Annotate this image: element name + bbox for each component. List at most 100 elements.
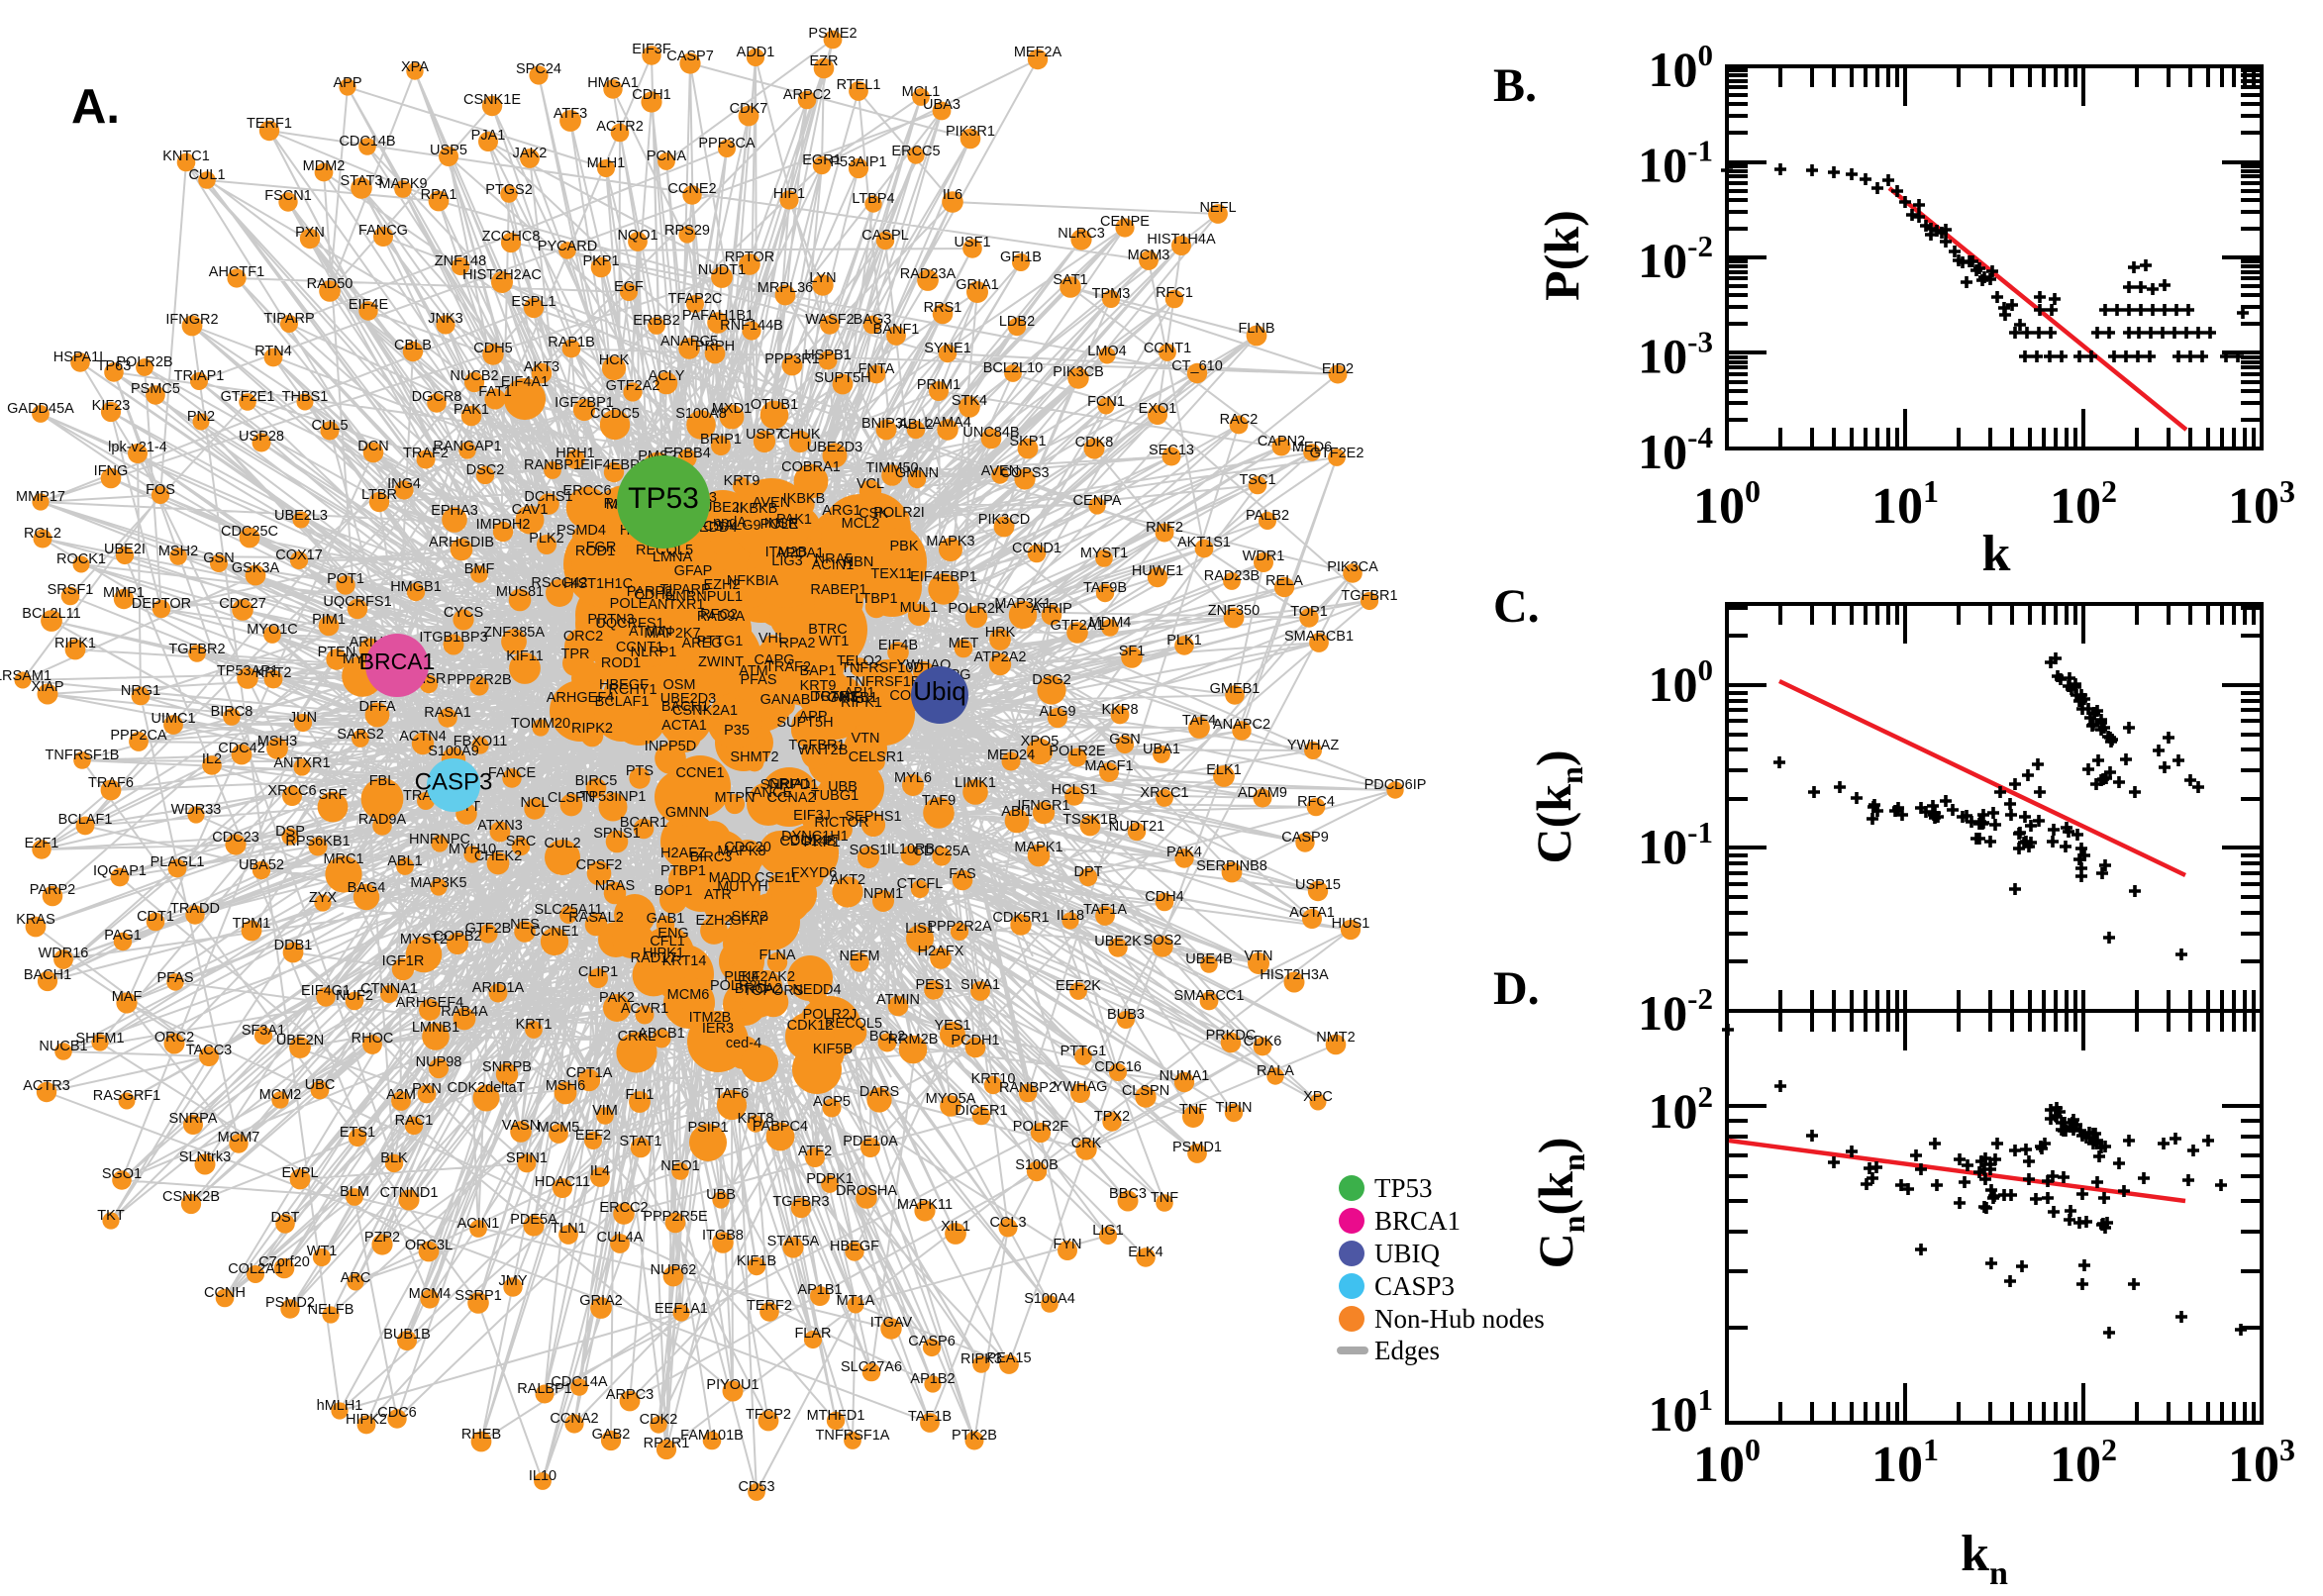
svg-text:POLR2F: POLR2F <box>1013 1119 1069 1135</box>
svg-text:IQGAP1: IQGAP1 <box>93 863 147 879</box>
svg-text:ATR: ATR <box>704 887 732 903</box>
svg-text:RAD9A: RAD9A <box>697 609 746 625</box>
svg-text:100: 100 <box>1693 1432 1761 1493</box>
svg-text:MCM3: MCM3 <box>1128 248 1170 263</box>
svg-text:CENPA: CENPA <box>1073 493 1122 509</box>
svg-text:MYO5A: MYO5A <box>926 1091 976 1107</box>
svg-text:MUL1: MUL1 <box>900 600 939 616</box>
svg-text:EIF3F: EIF3F <box>632 42 671 57</box>
svg-text:USP28: USP28 <box>239 429 284 445</box>
svg-text:EIF4EBP1: EIF4EBP1 <box>910 569 977 585</box>
svg-text:PKP1: PKP1 <box>582 253 619 269</box>
svg-text:CDC23: CDC23 <box>212 830 259 846</box>
svg-text:CHEK2: CHEK2 <box>474 848 522 864</box>
svg-text:CTCFL: CTCFL <box>897 876 944 892</box>
svg-text:ERBB2: ERBB2 <box>633 313 680 329</box>
svg-text:EIF4A1: EIF4A1 <box>501 374 549 390</box>
svg-text:ANTXR1: ANTXR1 <box>648 597 704 613</box>
svg-text:RPA1: RPA1 <box>421 187 457 203</box>
svg-text:GTF2E2: GTF2E2 <box>1310 446 1364 461</box>
svg-text:LMNB1: LMNB1 <box>412 1020 459 1036</box>
svg-text:ACIN1: ACIN1 <box>457 1216 500 1232</box>
svg-text:MAPK9: MAPK9 <box>378 176 427 192</box>
svg-text:FBXO11: FBXO11 <box>454 734 508 749</box>
svg-text:CCNE2: CCNE2 <box>667 181 716 197</box>
svg-text:NRA5: NRA5 <box>815 551 854 567</box>
svg-text:VASN: VASN <box>502 1118 540 1134</box>
svg-text:CFL1: CFL1 <box>650 934 684 949</box>
svg-text:POLR2K: POLR2K <box>948 601 1005 617</box>
svg-text:MYH10: MYH10 <box>449 842 496 857</box>
svg-text:YES1: YES1 <box>934 1018 970 1034</box>
svg-text:HNRNPC: HNRNPC <box>409 832 470 848</box>
svg-text:EGF: EGF <box>614 279 644 295</box>
svg-text:DPT: DPT <box>1074 864 1103 880</box>
svg-text:HIST2H3A: HIST2H3A <box>1260 967 1329 983</box>
svg-text:SIVA1: SIVA1 <box>960 977 1000 993</box>
svg-text:ERCC5: ERCC5 <box>891 144 940 159</box>
svg-text:HMGA1: HMGA1 <box>587 75 639 91</box>
svg-text:GMEB1: GMEB1 <box>828 690 878 706</box>
svg-text:PBK: PBK <box>889 539 918 554</box>
svg-text:POLE: POLE <box>760 517 799 533</box>
svg-text:GTF2A2: GTF2A2 <box>606 378 660 394</box>
svg-text:RAP1B: RAP1B <box>548 335 595 350</box>
svg-text:CLSPN: CLSPN <box>548 790 595 806</box>
svg-text:KIF1B: KIF1B <box>737 1253 776 1269</box>
svg-text:TP53: TP53 <box>1374 1173 1433 1203</box>
svg-text:WT1: WT1 <box>819 634 850 649</box>
svg-text:IL10RB: IL10RB <box>887 842 935 857</box>
svg-text:PSMD2: PSMD2 <box>265 1295 315 1311</box>
svg-text:TFAP2C: TFAP2C <box>668 291 723 307</box>
svg-text:FGR: FGR <box>586 540 617 555</box>
svg-text:RCHY1: RCHY1 <box>608 682 656 698</box>
svg-text:DICER1: DICER1 <box>955 1103 1007 1119</box>
svg-text:PTTG1: PTTG1 <box>697 634 744 649</box>
svg-text:CDH5: CDH5 <box>634 587 672 603</box>
svg-text:MED6: MED6 <box>1292 440 1332 455</box>
svg-text:POLR2B: POLR2B <box>116 354 172 370</box>
svg-text:MED24: MED24 <box>987 748 1035 763</box>
svg-text:DSG2: DSG2 <box>1032 672 1071 688</box>
svg-text:PPP2R2A: PPP2R2A <box>927 919 992 935</box>
svg-text:S100A8: S100A8 <box>675 406 727 422</box>
svg-text:TNFRSF1A: TNFRSF1A <box>816 1428 890 1444</box>
svg-text:LDB2: LDB2 <box>999 314 1035 330</box>
svg-text:GSN: GSN <box>203 550 234 566</box>
svg-text:CDT1: CDT1 <box>137 909 174 925</box>
svg-text:MYL6: MYL6 <box>894 770 932 786</box>
svg-text:101: 101 <box>1871 1432 1939 1493</box>
svg-text:CDC16: CDC16 <box>1094 1059 1142 1075</box>
svg-text:BUB1B: BUB1B <box>383 1327 431 1343</box>
svg-text:RASGRF1: RASGRF1 <box>93 1088 161 1104</box>
svg-text:IFNGR2: IFNGR2 <box>165 312 218 328</box>
svg-text:PXN: PXN <box>412 1081 442 1097</box>
svg-text:CASP3: CASP3 <box>1374 1271 1455 1301</box>
svg-text:BIRC3: BIRC3 <box>690 849 733 865</box>
svg-text:PSMD1: PSMD1 <box>1172 1140 1222 1155</box>
svg-text:ENG: ENG <box>657 926 688 942</box>
svg-text:ARG1: ARG1 <box>822 503 861 519</box>
svg-text:SF3A1: SF3A1 <box>242 1023 285 1039</box>
svg-text:SHFM1: SHFM1 <box>75 1031 124 1047</box>
svg-text:PDPK1: PDPK1 <box>806 1171 854 1187</box>
svg-text:SMARCB1: SMARCB1 <box>1284 629 1354 645</box>
svg-text:UBE2K: UBE2K <box>1094 934 1142 949</box>
svg-text:RNF144B: RNF144B <box>720 318 783 334</box>
svg-text:PEA15: PEA15 <box>986 1350 1031 1366</box>
svg-text:ARID1A: ARID1A <box>472 980 525 996</box>
svg-text:ACP5: ACP5 <box>813 1094 851 1110</box>
svg-text:PLK1: PLK1 <box>1166 633 1201 648</box>
svg-text:STAT1: STAT1 <box>620 1134 662 1149</box>
svg-text:RFC2: RFC2 <box>700 607 738 623</box>
svg-text:CCNA2: CCNA2 <box>550 1411 598 1427</box>
svg-text:RANBP2: RANBP2 <box>999 1080 1057 1096</box>
svg-text:TNF: TNF <box>1151 1190 1178 1206</box>
svg-text:WDR33: WDR33 <box>171 802 222 818</box>
svg-text:TIPARP: TIPARP <box>659 582 710 598</box>
svg-text:GFAP: GFAP <box>731 913 769 929</box>
svg-text:HIPK1: HIPK1 <box>643 946 684 961</box>
svg-text:npdA: npdA <box>713 515 747 531</box>
svg-text:TIPIN: TIPIN <box>1215 1100 1252 1116</box>
svg-text:USP15: USP15 <box>1295 877 1341 893</box>
